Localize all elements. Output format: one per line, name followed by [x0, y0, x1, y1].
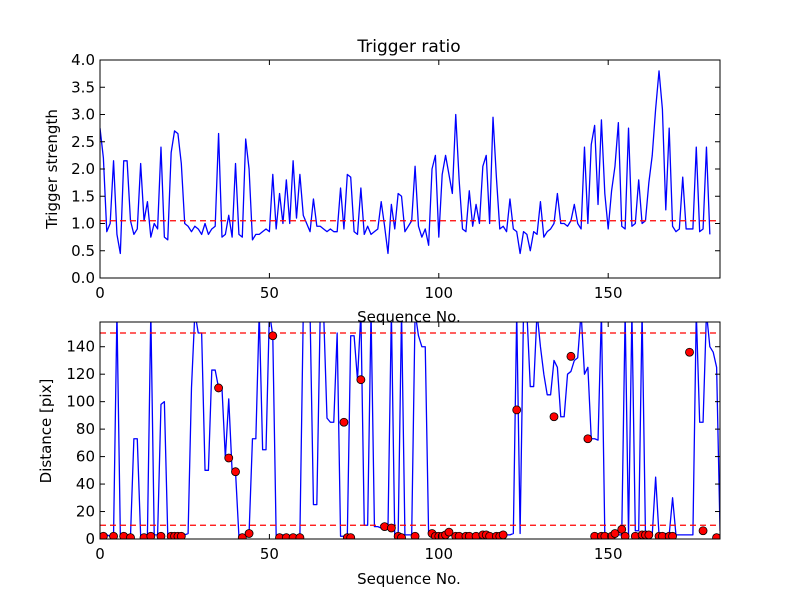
- data-point-marker: [698, 526, 708, 536]
- chart-title: Trigger ratio: [356, 37, 460, 57]
- trigger-ratio-chart: Trigger ratio Sequence No. Trigger stren…: [43, 37, 721, 326]
- data-point-marker: [644, 530, 654, 539]
- x-tick-label: 100: [424, 284, 453, 302]
- data-point-marker: [512, 405, 522, 415]
- plot-area: 0 50 100 150 0 20 40 60 80 100 120 140: [66, 321, 721, 563]
- y-tick-label: 60: [76, 448, 95, 466]
- data-point-marker: [668, 531, 677, 539]
- x-tick-label: 0: [95, 545, 105, 563]
- data-point-marker: [146, 531, 156, 539]
- y-tick-label: 3.0: [71, 106, 95, 124]
- data-point-marker: [176, 531, 186, 539]
- y-tick-label: 40: [76, 475, 95, 493]
- data-layer: [100, 322, 720, 539]
- distance-chart: Sequence No. Distance [pix] 0 50 100 150 0 20…: [37, 321, 721, 588]
- series-line: [100, 322, 720, 537]
- y-tick-label: 120: [66, 365, 95, 383]
- x-tick-label: 150: [594, 545, 623, 563]
- y-tick-label: 1.0: [71, 215, 95, 233]
- data-point-marker: [444, 527, 454, 537]
- data-point-marker: [126, 533, 135, 539]
- data-point-marker: [346, 533, 356, 539]
- y-tick-label: 80: [76, 420, 95, 438]
- data-point-marker: [109, 531, 118, 539]
- data-point-marker: [566, 351, 576, 361]
- y-tick-label: 0: [85, 530, 95, 548]
- x-axis-label: Sequence No.: [357, 570, 461, 588]
- data-point-marker: [620, 531, 630, 539]
- y-tick-label: 0.0: [71, 269, 95, 287]
- data-point-marker: [386, 523, 396, 533]
- x-tick-label: 50: [260, 284, 279, 302]
- data-point-marker: [156, 531, 166, 539]
- y-tick-label: 1.5: [71, 187, 95, 205]
- y-tick-label: 0.5: [71, 242, 95, 260]
- y-tick-label: 20: [76, 503, 95, 521]
- data-point-marker: [583, 434, 593, 444]
- data-point-marker: [610, 529, 620, 538]
- data-point-marker: [295, 533, 305, 539]
- y-axis-label: Distance [pix]: [37, 379, 55, 484]
- data-point-marker: [231, 467, 240, 477]
- x-tick-label: 150: [594, 284, 623, 302]
- data-point-marker: [214, 383, 223, 393]
- y-axis-label: Trigger strength: [43, 109, 61, 230]
- y-tick-label: 4.0: [71, 51, 95, 69]
- data-point-marker: [224, 453, 234, 463]
- data-layer: [100, 70, 720, 255]
- data-point-marker: [339, 417, 349, 427]
- data-point-marker: [244, 529, 254, 538]
- data-point-marker: [397, 533, 406, 539]
- y-tick-label: 2.0: [71, 160, 95, 178]
- x-tick-label: 0: [95, 284, 105, 302]
- series-line: [100, 70, 711, 255]
- axes-frame: [99, 321, 721, 540]
- y-tick-label: 100: [66, 393, 95, 411]
- data-point-marker: [498, 530, 508, 539]
- y-tick-label: 3.5: [71, 78, 95, 96]
- data-point-marker: [685, 347, 694, 357]
- data-point-marker: [268, 331, 278, 341]
- x-axis-label: Sequence No.: [357, 308, 461, 326]
- x-tick-label: 100: [424, 545, 453, 563]
- data-point-marker: [549, 412, 559, 422]
- y-tick-label: 2.5: [71, 133, 95, 151]
- plot-area: 0 50 100 150 0.0 0.5 1.0 1.5 2.0 2.5 3.0 3.5 4.0: [71, 51, 721, 302]
- data-point-marker: [410, 531, 420, 539]
- x-tick-label: 50: [260, 545, 279, 563]
- data-point-marker: [100, 531, 108, 539]
- data-point-marker: [617, 524, 627, 534]
- y-tick-label: 140: [66, 338, 95, 356]
- data-point-marker: [356, 375, 366, 385]
- data-point-marker: [237, 533, 247, 539]
- data-point-marker: [712, 533, 720, 539]
